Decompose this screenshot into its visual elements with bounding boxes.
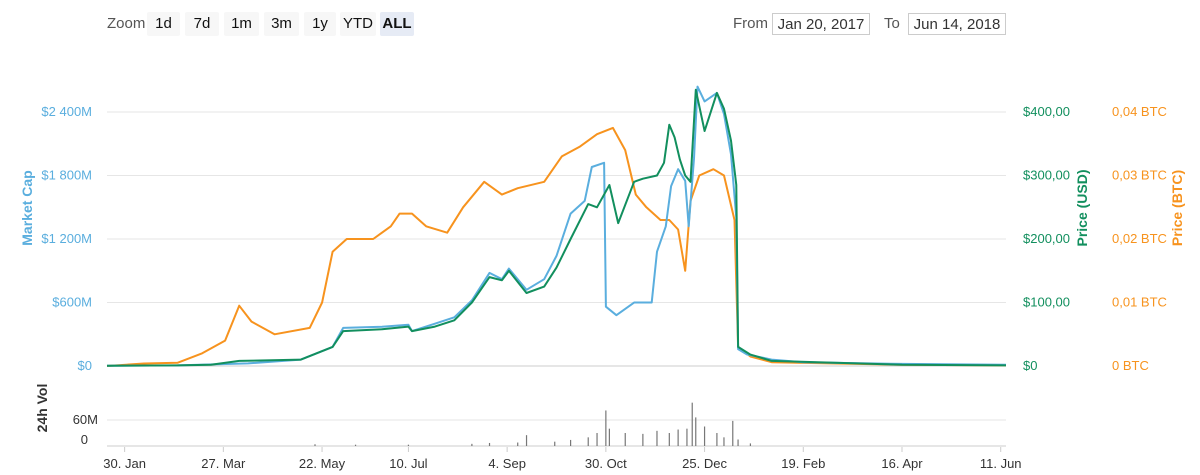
x-tick-label: 30. Oct (585, 456, 627, 471)
price-btc-series-line (106, 126, 1007, 367)
x-tick-label: 30. Jan (103, 456, 146, 471)
volume-bar (642, 433, 644, 446)
price-usd-tick-label: $100,00 (1023, 295, 1070, 310)
zoom-all-button[interactable]: ALL (380, 12, 414, 36)
price-btc-tick-label: 0,02 BTC (1112, 231, 1167, 246)
zoom-1y-button[interactable]: 1y (304, 12, 336, 36)
price-usd-tick-label: $400,00 (1023, 104, 1070, 119)
zoom-1m-button[interactable]: 1m (224, 12, 259, 36)
zoom-3m-button[interactable]: 3m (264, 12, 299, 36)
volume-tick-label: 0 (81, 432, 88, 447)
market-cap-tick-label: $600M (52, 295, 92, 310)
price-btc-tick-label: 0,03 BTC (1112, 168, 1167, 183)
zoom-label: Zoom (107, 15, 146, 32)
x-tick-label: 11. Jun (980, 456, 1022, 471)
x-tick-label: 16. Apr (881, 456, 923, 471)
x-tick-label: 27. Mar (201, 456, 246, 471)
x-tick-label: 25. Dec (682, 456, 727, 471)
volume-bar (314, 444, 316, 446)
x-tick-label: 22. May (299, 456, 346, 471)
price-usd-tick-label: $200,00 (1023, 231, 1070, 246)
market-cap-tick-label: $0 (78, 358, 92, 373)
price-usd-axis-title: Price (USD) (1074, 169, 1090, 246)
x-tick-label: 19. Feb (781, 456, 825, 471)
volume-bar (605, 410, 607, 446)
zoom-7d-button[interactable]: 7d (185, 12, 219, 36)
zoom-1d-button[interactable]: 1d (147, 12, 180, 36)
volume-bar (668, 433, 670, 446)
volume-bar (596, 433, 598, 446)
market-cap-tick-label: $1 200M (41, 231, 92, 246)
volume-bar (554, 441, 556, 446)
to-label: To (884, 15, 900, 32)
volume-bar (488, 442, 491, 446)
volume-bar (732, 420, 734, 446)
volume-tick-label: 60M (73, 412, 98, 427)
volume-bar (525, 435, 528, 446)
zoom-ytd-button[interactable]: YTD (340, 12, 376, 36)
market-cap-series-line (106, 85, 1007, 367)
volume-bar (677, 429, 679, 446)
price-usd-tick-label: $300,00 (1023, 168, 1070, 183)
volume-bar (570, 439, 572, 446)
from-label: From (733, 15, 768, 32)
volume-bar (737, 439, 739, 446)
price-btc-tick-label: 0 BTC (1112, 358, 1149, 373)
to-date-input[interactable]: Jun 14, 2018 (908, 13, 1006, 35)
price-btc-tick-label: 0,01 BTC (1112, 295, 1167, 310)
volume-bar (723, 437, 725, 446)
volume-bar (471, 443, 473, 446)
volume-bar (624, 433, 626, 446)
x-tick-label: 10. Jul (389, 456, 427, 471)
price-btc-tick-label: 0,04 BTC (1112, 104, 1167, 119)
price-btc-axis-title: Price (BTC) (1169, 170, 1185, 246)
x-tick-label: 4. Sep (488, 456, 526, 471)
volume-bar (703, 426, 706, 446)
from-date-input[interactable]: Jan 20, 2017 (772, 13, 870, 35)
volume-bar (686, 428, 688, 446)
volume-bar (608, 428, 610, 446)
market-cap-tick-label: $1 800M (41, 168, 92, 183)
volume-bar (749, 443, 752, 446)
chart-toolbar: Zoom 1d 7d 1m 3m 1y YTD ALL From Jan 20,… (0, 0, 1200, 48)
volume-bar (517, 442, 519, 446)
volume-bar (691, 402, 693, 446)
volume-axis-title: 24h Vol (34, 384, 50, 433)
volume-bar (587, 437, 589, 446)
volume-bar (716, 433, 718, 446)
price-usd-series-line (106, 88, 1007, 367)
market-cap-axis-title: Market Cap (19, 170, 35, 245)
volume-bar (695, 417, 697, 446)
volume-bar (354, 444, 357, 446)
volume-bar (407, 444, 410, 446)
price-usd-tick-label: $0 (1023, 358, 1037, 373)
market-cap-tick-label: $2 400M (41, 104, 92, 119)
volume-bar (656, 430, 658, 446)
